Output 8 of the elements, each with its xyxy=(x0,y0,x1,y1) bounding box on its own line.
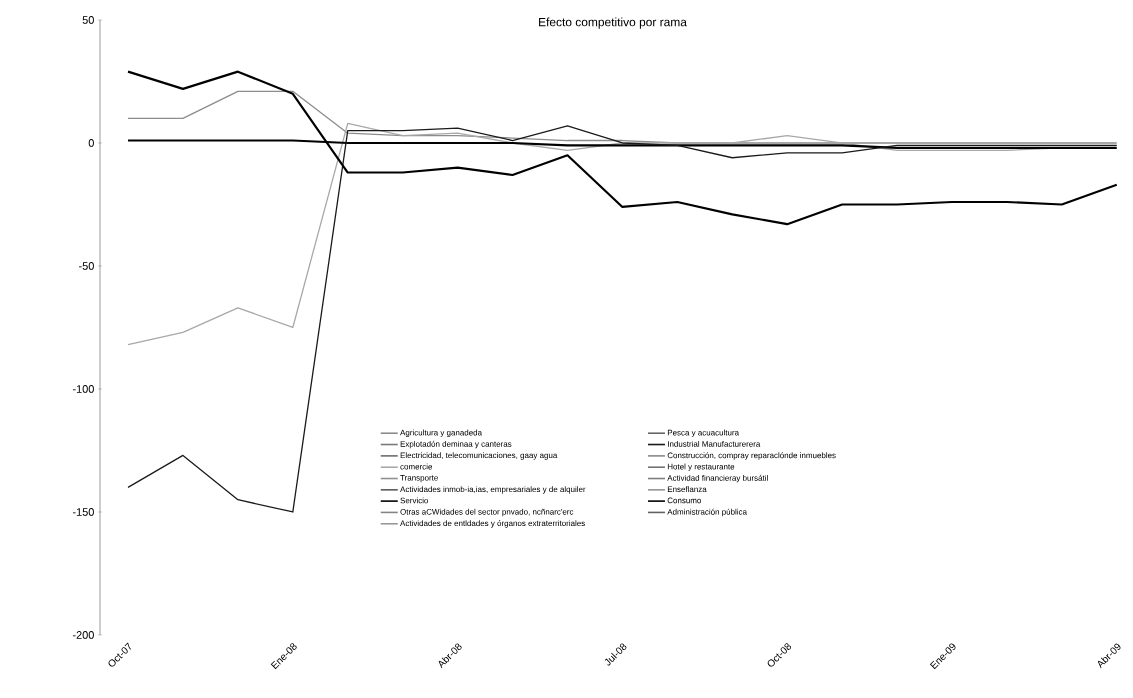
line-series xyxy=(126,70,1118,226)
y-tick-label: 50 xyxy=(82,16,94,24)
y-tick-label: -100 xyxy=(72,385,94,393)
chart-title: Efecto competitivo por rama xyxy=(539,17,687,29)
y-tick-label: -150 xyxy=(72,508,94,516)
y-tick-label: -50 xyxy=(79,262,94,270)
y-tick-label: -200 xyxy=(72,631,94,639)
y-tick-label: 0 xyxy=(88,139,94,147)
